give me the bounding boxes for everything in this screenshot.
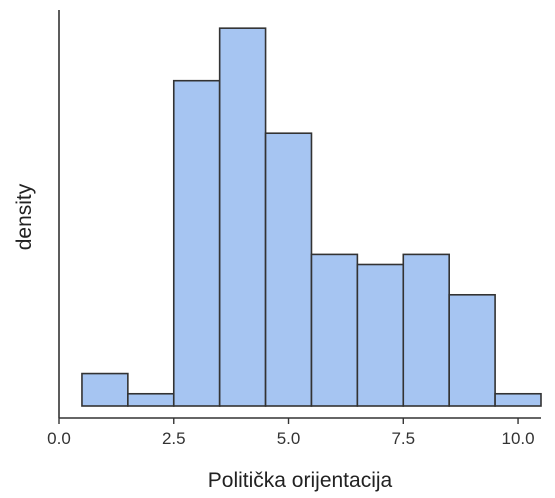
histogram-bar-6: [310, 253, 359, 407]
histogram-bar-7: [356, 263, 405, 407]
x-tick-label-4: 7.5: [391, 429, 415, 448]
histogram-bar-9: [448, 293, 496, 407]
x-tick-label-2: 2.5: [162, 429, 186, 448]
x-tick-label-5: 10.0: [502, 429, 535, 448]
y-axis-title: density: [13, 183, 36, 250]
x-axis-title: Politička orijentacija: [208, 469, 393, 492]
histogram-bar-8: [402, 253, 450, 407]
histogram-bar-2: [127, 392, 175, 407]
histogram-bar-5: [264, 132, 313, 407]
histogram-bar-4: [218, 27, 267, 407]
x-ticks-group: 0.0 2.5 5.0 7.5 10.0: [47, 418, 535, 448]
bars-group: [81, 27, 542, 407]
histogram-bar-10: [494, 392, 542, 407]
x-tick-label-1: 0.0: [47, 429, 71, 448]
histogram-bar-3: [172, 79, 221, 407]
histogram-bar-1: [81, 372, 129, 407]
x-tick-label-3: 5.0: [277, 429, 301, 448]
